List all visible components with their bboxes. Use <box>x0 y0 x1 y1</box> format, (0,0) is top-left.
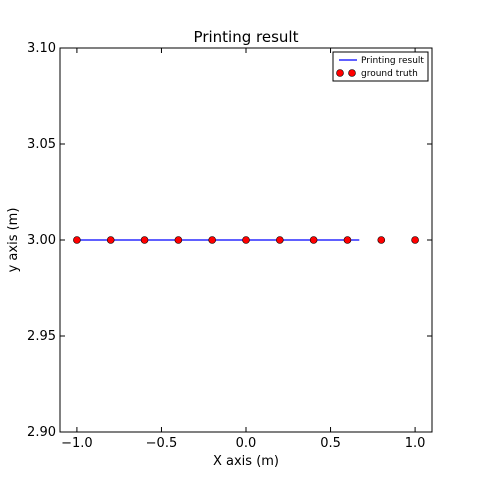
ground-truth-point <box>411 236 419 244</box>
axis-ticks: −1.0 −0.5 0.0 0.5 1.0 2.90 2.95 3.00 3.05 3.10 <box>27 41 432 451</box>
x-tick-label: −1.0 <box>61 436 93 451</box>
ground-truth-point <box>174 236 183 244</box>
legend-label-printing-result: Printing result <box>361 56 424 66</box>
x-axis-label: X axis (m) <box>213 454 279 469</box>
legend-marker-swatch <box>336 69 344 77</box>
legend-label-ground-truth: ground truth <box>361 69 418 79</box>
legend-marker-swatch <box>348 69 356 77</box>
ground-truth-point <box>106 236 115 244</box>
legend-box <box>332 51 429 82</box>
ground-truth-point <box>309 236 318 244</box>
y-tick-label: 3.00 <box>27 233 56 248</box>
ground-truth-point <box>208 236 216 244</box>
ground-truth-point <box>140 236 149 244</box>
y-tick-label: 2.95 <box>27 329 56 344</box>
ground-truth-point <box>276 236 284 244</box>
chart-title: Printing result <box>194 28 299 46</box>
ground-truth-point <box>73 236 81 244</box>
x-tick-label: 1.0 <box>405 436 426 451</box>
y-axis-label: y axis (m) <box>6 208 21 273</box>
ground-truth-point <box>377 236 386 244</box>
x-tick-label: 0.5 <box>320 436 341 451</box>
x-tick-label: −0.5 <box>146 436 178 451</box>
y-tick-label: 3.05 <box>27 137 56 152</box>
y-tick-label: 2.90 <box>27 425 56 440</box>
legend: Printing result ground truth <box>332 51 429 82</box>
x-tick-label: 0.0 <box>236 436 257 451</box>
ground-truth-point <box>343 236 352 244</box>
y-tick-label: 3.10 <box>27 41 56 56</box>
ground-truth-point <box>242 236 250 244</box>
plot-area <box>73 236 419 244</box>
